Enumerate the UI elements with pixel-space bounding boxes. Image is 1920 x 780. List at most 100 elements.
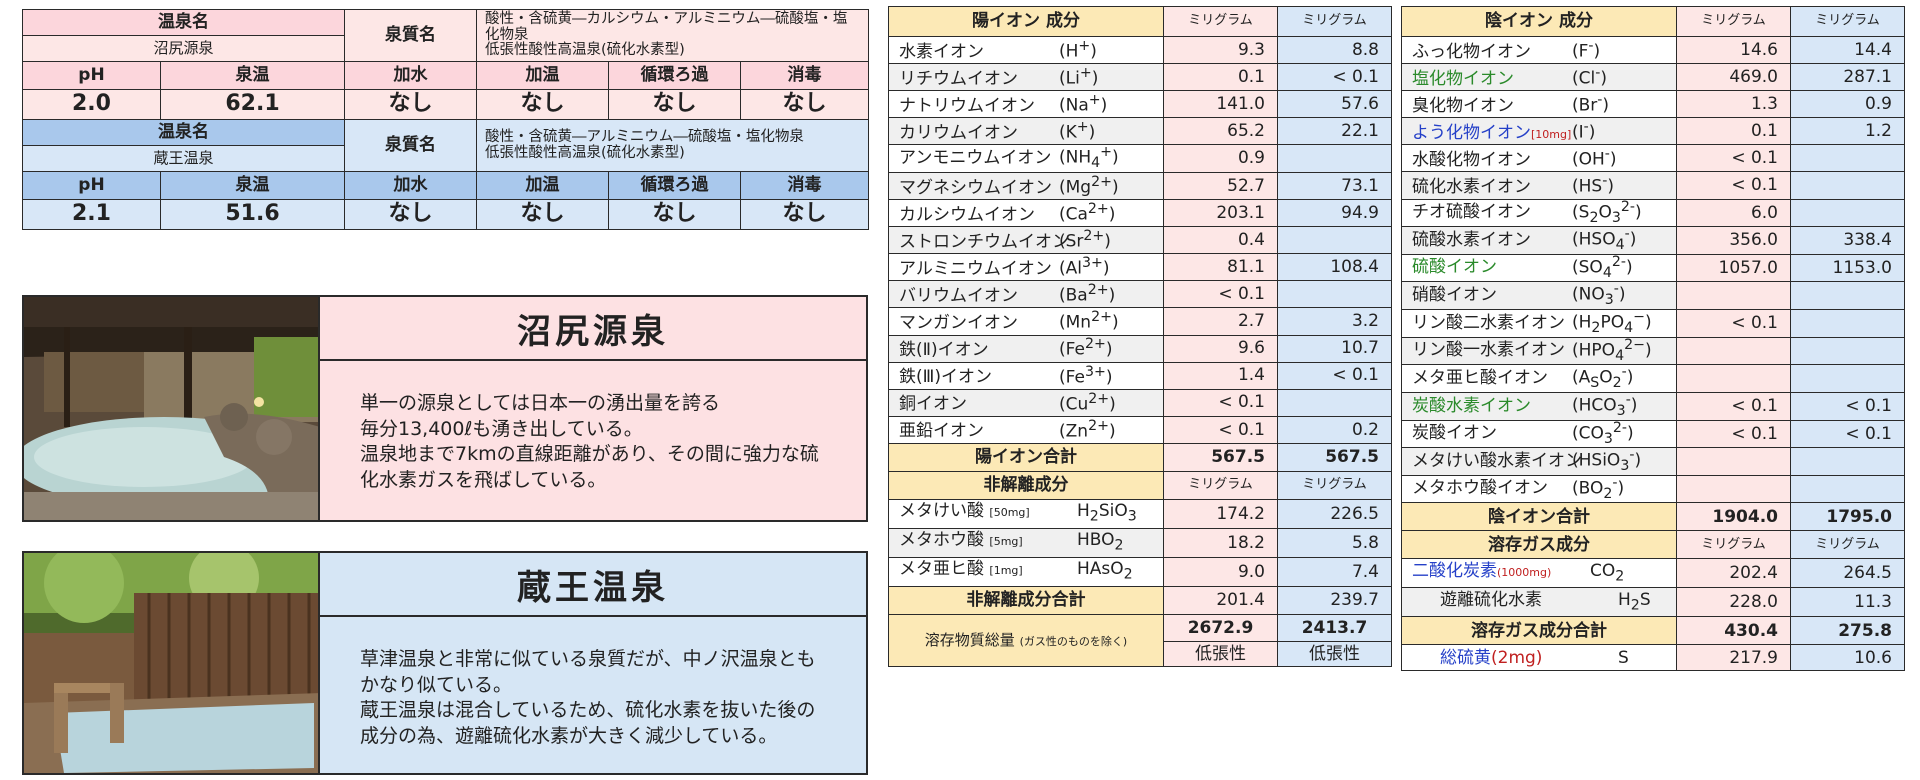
- circ-value: なし: [608, 199, 741, 230]
- unit-header: ミリグラム: [1277, 6, 1392, 37]
- value-a: 18.2: [1163, 527, 1278, 558]
- unit-header: ミリグラム: [1790, 530, 1905, 560]
- value-a: 356.0: [1676, 226, 1791, 255]
- value-b: 14.4: [1790, 35, 1905, 65]
- ion-label: 塩化物イオン: [1412, 68, 1514, 89]
- ion-name: バリウムイオン (Ba2+): [888, 280, 1164, 309]
- value-b: 57.6: [1277, 90, 1392, 119]
- compound-label: メタホウ酸 [5mg]: [899, 530, 1023, 551]
- value-b: 287.1: [1790, 63, 1905, 92]
- gas-formula: CO2: [1590, 560, 1625, 585]
- card-description: 草津温泉と非常に似ている泉質だが、中ノ沢温泉とも かなり似ている。 蔵王温泉は混…: [360, 648, 816, 747]
- nondiss-total-a: 201.4: [1163, 585, 1278, 615]
- gas-name: 遊離硫化水素 H2S: [1401, 587, 1677, 618]
- spring-name-value: 沼尻源泉: [22, 35, 345, 62]
- sulfur-name: 総硫黄(2mg) S: [1401, 644, 1677, 672]
- gas-total-label: 溶存ガス成分合計: [1401, 616, 1677, 646]
- value-a: 2.7: [1163, 307, 1278, 336]
- sulfur-label: 総硫黄(2mg): [1440, 647, 1543, 668]
- ion-label: 硫酸イオン: [1412, 257, 1497, 278]
- ion-name: マンガンイオン (Mn2+): [888, 307, 1164, 336]
- compound-label: メタ亜ヒ酸 [1mg]: [899, 559, 1023, 580]
- temp-value: 62.1: [160, 89, 345, 120]
- ion-formula: (HSO4-): [1572, 226, 1637, 254]
- temp-header: 泉温: [160, 61, 345, 90]
- ion-name: 臭化物イオン (Br-): [1401, 90, 1677, 119]
- ion-name: リン酸一水素イオン (HPO42−): [1401, 336, 1677, 366]
- value-a: 9.6: [1163, 334, 1278, 363]
- ion-label: アンモニウムイオン: [899, 148, 1052, 169]
- value-a: 174.2: [1163, 498, 1278, 529]
- value-a: < 0.1: [1676, 309, 1791, 338]
- water-header: 加水: [344, 61, 477, 90]
- compound-name: メタけい酸 [50mg] H2SiO3: [888, 498, 1164, 529]
- value-a: 0.1: [1676, 117, 1791, 146]
- value-a: < 0.1: [1676, 144, 1791, 173]
- value-b: [1790, 474, 1905, 504]
- ion-formula: (K+): [1059, 119, 1096, 143]
- compound-label: メタけい酸 [50mg]: [899, 501, 1030, 522]
- ion-name: カルシウムイオン (Ca2+): [888, 199, 1164, 228]
- value-a: 1.3: [1676, 90, 1791, 119]
- ion-label: ストロンチウムイオン: [899, 231, 1069, 252]
- ion-label: よう化物イオン[10mg]: [1412, 122, 1572, 143]
- ion-name: ナトリウムイオン (Na+): [888, 90, 1164, 119]
- cation-total-a: 567.5: [1163, 442, 1278, 472]
- value-b: [1277, 226, 1392, 255]
- ion-name: アンモニウムイオン (NH4+): [888, 144, 1164, 173]
- ion-name: 水素イオン (H+): [888, 35, 1164, 65]
- value-a: 9.3: [1163, 35, 1278, 65]
- unit-header: ミリグラム: [1277, 470, 1392, 500]
- value-a: 203.1: [1163, 199, 1278, 228]
- value-a: 0.4: [1163, 226, 1278, 255]
- ion-name: 鉄(Ⅲ)イオン (Fe3+): [888, 361, 1164, 390]
- onsen-photo: [24, 553, 320, 773]
- value-b: 0.9: [1790, 90, 1905, 119]
- value-b: [1277, 280, 1392, 309]
- compound-formula: HBO2: [1077, 530, 1124, 554]
- ion-name: リン酸二水素イオン (H2PO4−): [1401, 309, 1677, 338]
- ion-name: 炭酸イオン (CO32-): [1401, 419, 1677, 449]
- ion-name: メタホウ酸イオン (BO2-): [1401, 474, 1677, 504]
- ion-label: リチウムイオン: [899, 68, 1018, 89]
- ion-formula: (Br-): [1572, 92, 1610, 116]
- value-a: 228.0: [1676, 587, 1791, 618]
- ion-formula: (BO2-): [1572, 475, 1625, 502]
- value-b: 22.1: [1277, 117, 1392, 146]
- ion-name: 水酸化物イオン (OH-): [1401, 144, 1677, 173]
- disinfect-header: 消毒: [740, 171, 869, 200]
- ion-name: メタけい酸水素イオン(HSiO3-): [1401, 447, 1677, 476]
- ion-label: 硝酸イオン: [1412, 285, 1497, 306]
- value-b: [1790, 171, 1905, 200]
- unit-header: ミリグラム: [1163, 470, 1278, 500]
- heat-value: なし: [476, 89, 609, 120]
- spring-name-label: 温泉名: [22, 119, 345, 146]
- value-a: < 0.1: [1163, 280, 1278, 309]
- value-b: < 0.1: [1790, 391, 1905, 421]
- cation-table: 陽イオン 成分 ミリグラム ミリグラム 水素イオン (H+) 9.3 8.8 リチウムイオン(…: [888, 6, 1392, 667]
- value-a: < 0.1: [1163, 415, 1278, 444]
- compound-formula: HAsO2: [1077, 559, 1133, 583]
- value-a: [1676, 447, 1791, 476]
- value-b: 94.9: [1277, 199, 1392, 228]
- value-b: [1790, 144, 1905, 173]
- nondiss-total-label: 非解離成分合計: [888, 585, 1164, 615]
- disinfect-value: なし: [740, 89, 869, 120]
- ion-formula: (S2O32-): [1572, 199, 1642, 226]
- value-b: [1790, 309, 1905, 338]
- ion-name: メタ亜ヒ酸イオン (ASO2-): [1401, 364, 1677, 393]
- value-a: < 0.1: [1163, 388, 1278, 417]
- ion-label: 硫酸水素イオン: [1412, 229, 1531, 250]
- ion-label: 水素イオン: [899, 41, 984, 62]
- circ-header: 循環ろ過: [608, 171, 741, 200]
- gas-title: 溶存ガス成分: [1401, 530, 1677, 560]
- value-b: 1153.0: [1790, 253, 1905, 283]
- anion-total-label: 陰イオン合計: [1401, 502, 1677, 532]
- ion-formula: (Ba2+): [1059, 282, 1116, 306]
- value-b: 11.3: [1790, 587, 1905, 618]
- anion-table: 陰イオン 成分 ミリグラム ミリグラム ふっ化物イオン (F-) 14.6 14.4 塩化物イ…: [1401, 6, 1905, 672]
- compound-name: メタホウ酸 [5mg] HBO2: [888, 527, 1164, 558]
- onsen-photo: [24, 297, 320, 520]
- gas-total-b: 275.8: [1790, 616, 1905, 646]
- water-header: 加水: [344, 171, 477, 200]
